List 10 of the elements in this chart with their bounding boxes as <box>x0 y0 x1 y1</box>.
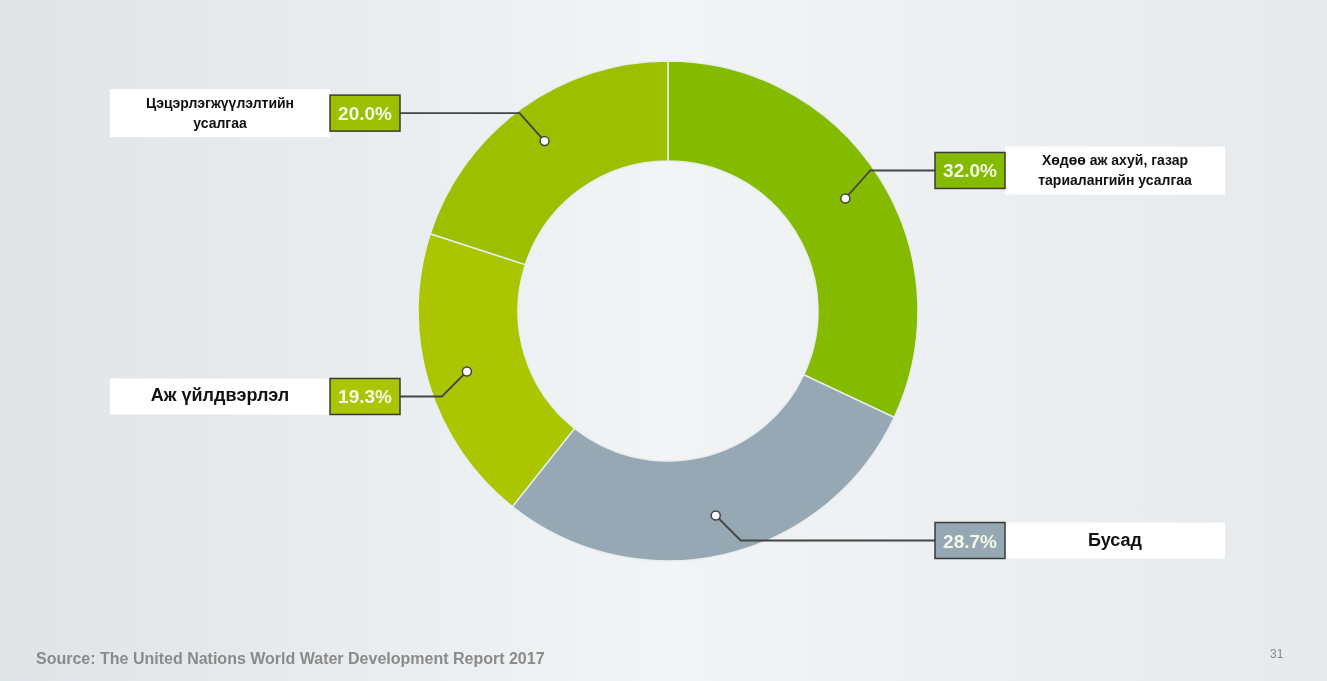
data-label: 20.0% <box>338 103 393 125</box>
legend-label: Аж үйлдвэрлэл <box>150 385 290 406</box>
source-note: Source: The United Nations World Water Development Report 2017 <box>36 650 545 667</box>
slice-label: Цэцэрлэгжүүлэлтийн усалгаа <box>145 95 295 132</box>
slice-label: Бусад <box>1088 529 1143 550</box>
data-label: 28.7% <box>943 530 998 552</box>
slice-label: Хөдөө аж ахуй, газар тариалангийн усалгаа <box>1038 152 1193 189</box>
data-label: 19.3% <box>338 386 393 408</box>
text: 31 <box>1270 647 1284 661</box>
data-label: 32.0% <box>943 160 998 182</box>
